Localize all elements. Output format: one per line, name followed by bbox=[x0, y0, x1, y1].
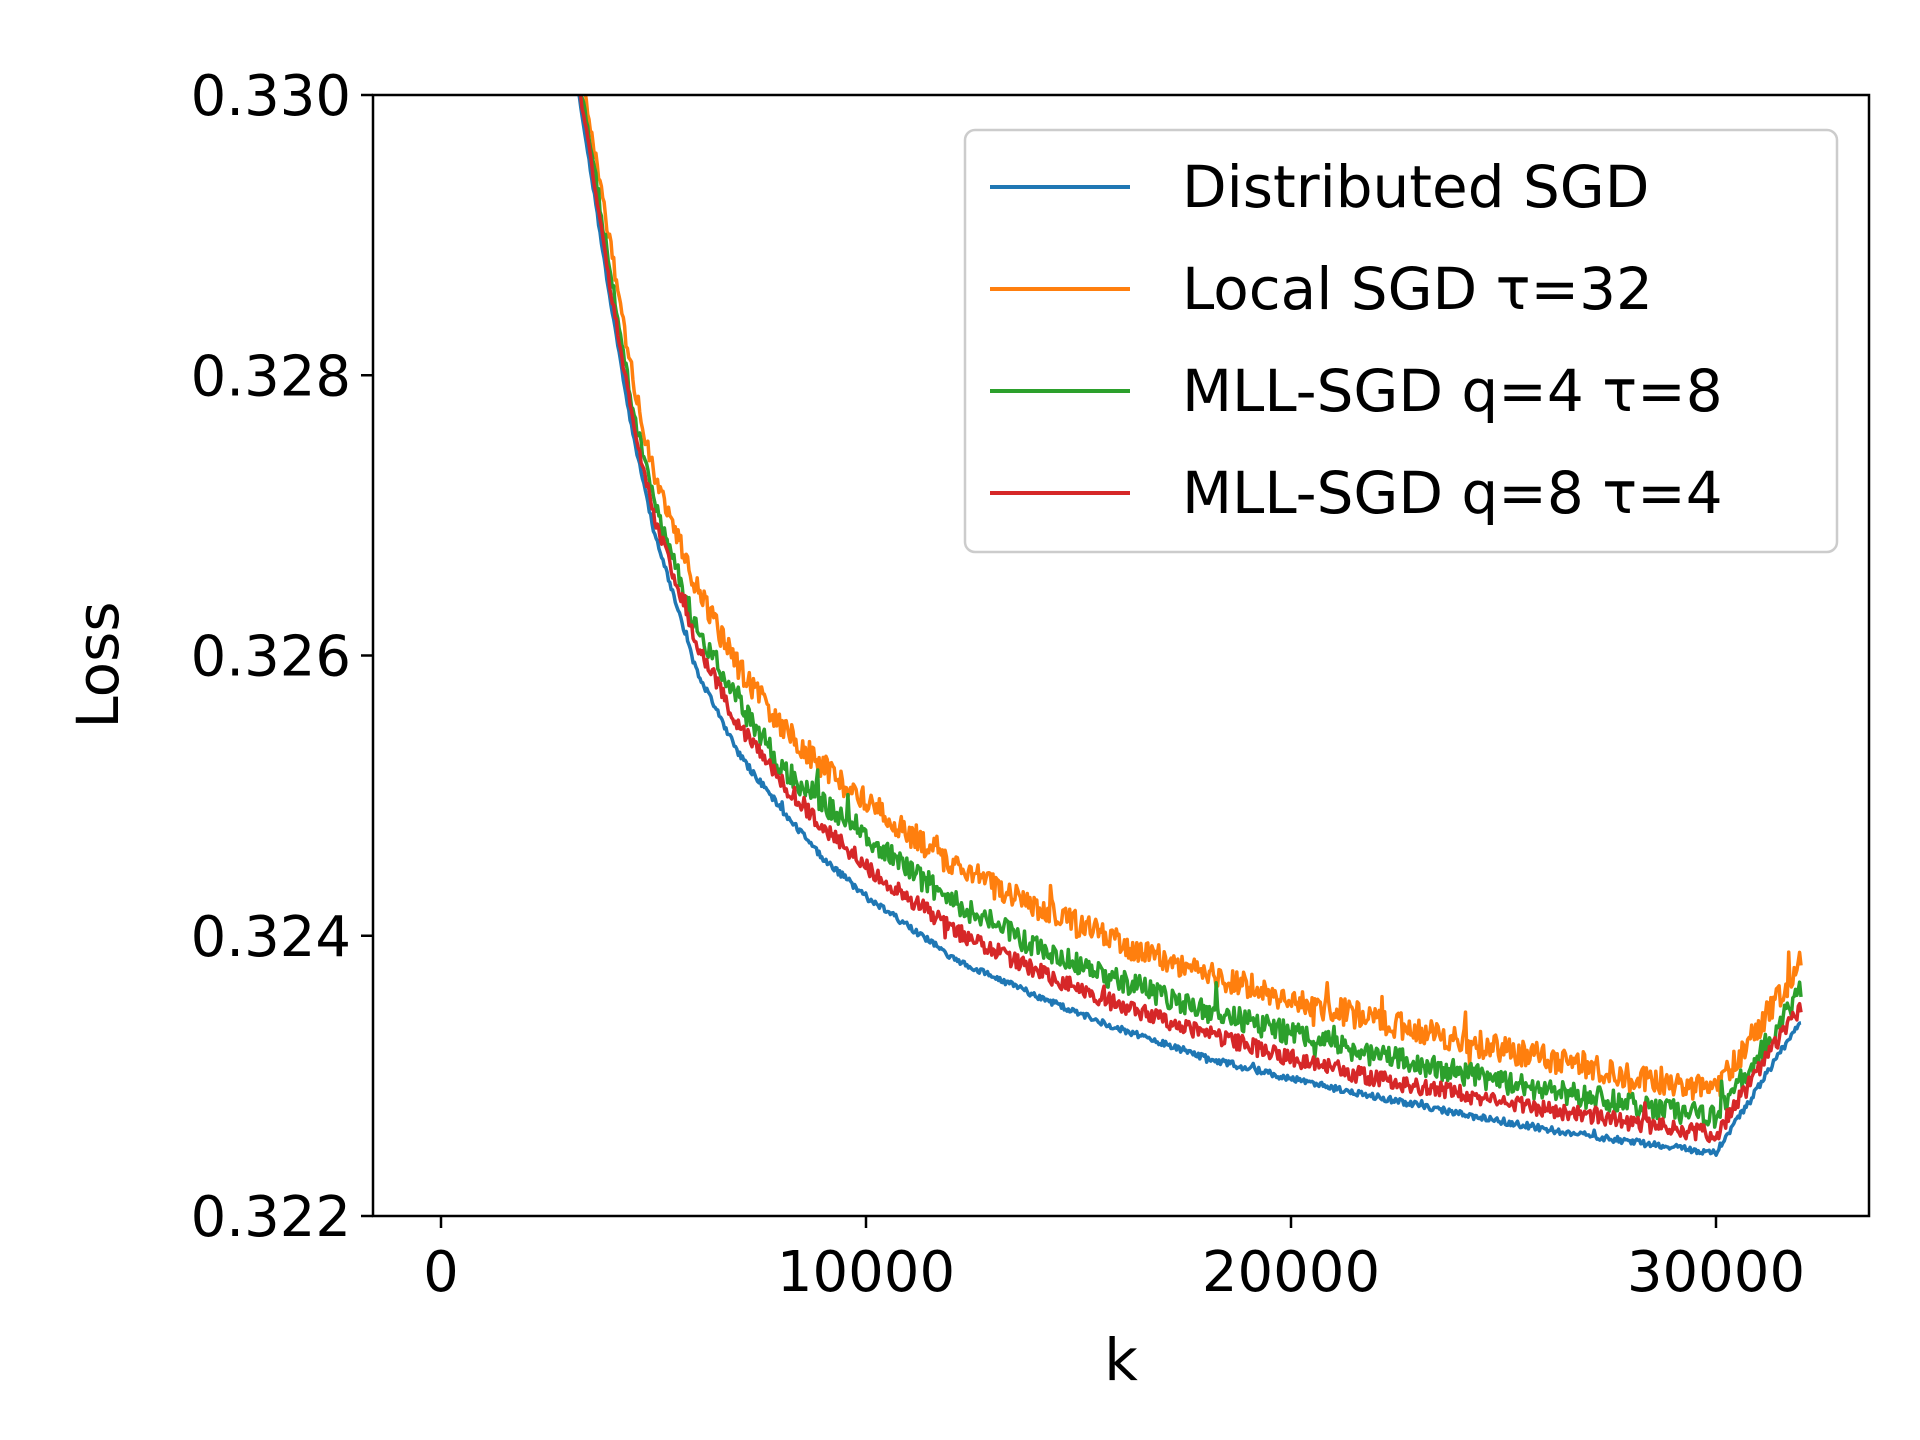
legend-label-1: Distributed SGD bbox=[1182, 153, 1649, 221]
x-tick-label: 0 bbox=[423, 1240, 459, 1305]
legend-box bbox=[963, 128, 1839, 554]
y-tick-label: 0.328 bbox=[191, 344, 351, 409]
x-tick-label: 30000 bbox=[1627, 1240, 1805, 1305]
series-lines bbox=[577, 95, 1803, 1157]
series-line-2 bbox=[583, 95, 1803, 1101]
series-line-1 bbox=[577, 95, 1802, 1157]
y-tick-label: 0.330 bbox=[191, 64, 351, 129]
legend-label-4: MLL-SGD q=8 τ=4 bbox=[1182, 459, 1723, 527]
y-tick-label: 0.324 bbox=[191, 905, 351, 970]
x-axis-label: k bbox=[1104, 1326, 1138, 1394]
y-tick-label: 0.326 bbox=[191, 625, 351, 690]
legend: Distributed SGD Local SGD τ=32 MLL-SGD q=4… bbox=[963, 128, 1839, 554]
legend-label-2: Local SGD τ=32 bbox=[1182, 255, 1653, 323]
y-tick-label: 0.322 bbox=[191, 1185, 351, 1250]
y-axis-label: Loss bbox=[64, 601, 132, 728]
x-tick-label: 10000 bbox=[777, 1240, 955, 1305]
series-line-4 bbox=[578, 95, 1803, 1144]
legend-label-3: MLL-SGD q=4 τ=8 bbox=[1182, 357, 1723, 425]
x-tick-label: 20000 bbox=[1202, 1240, 1380, 1305]
axis-ticks: 0 10000 20000 30000 0.322 0.324 0.326 0.328 0.33… bbox=[191, 64, 1805, 1305]
